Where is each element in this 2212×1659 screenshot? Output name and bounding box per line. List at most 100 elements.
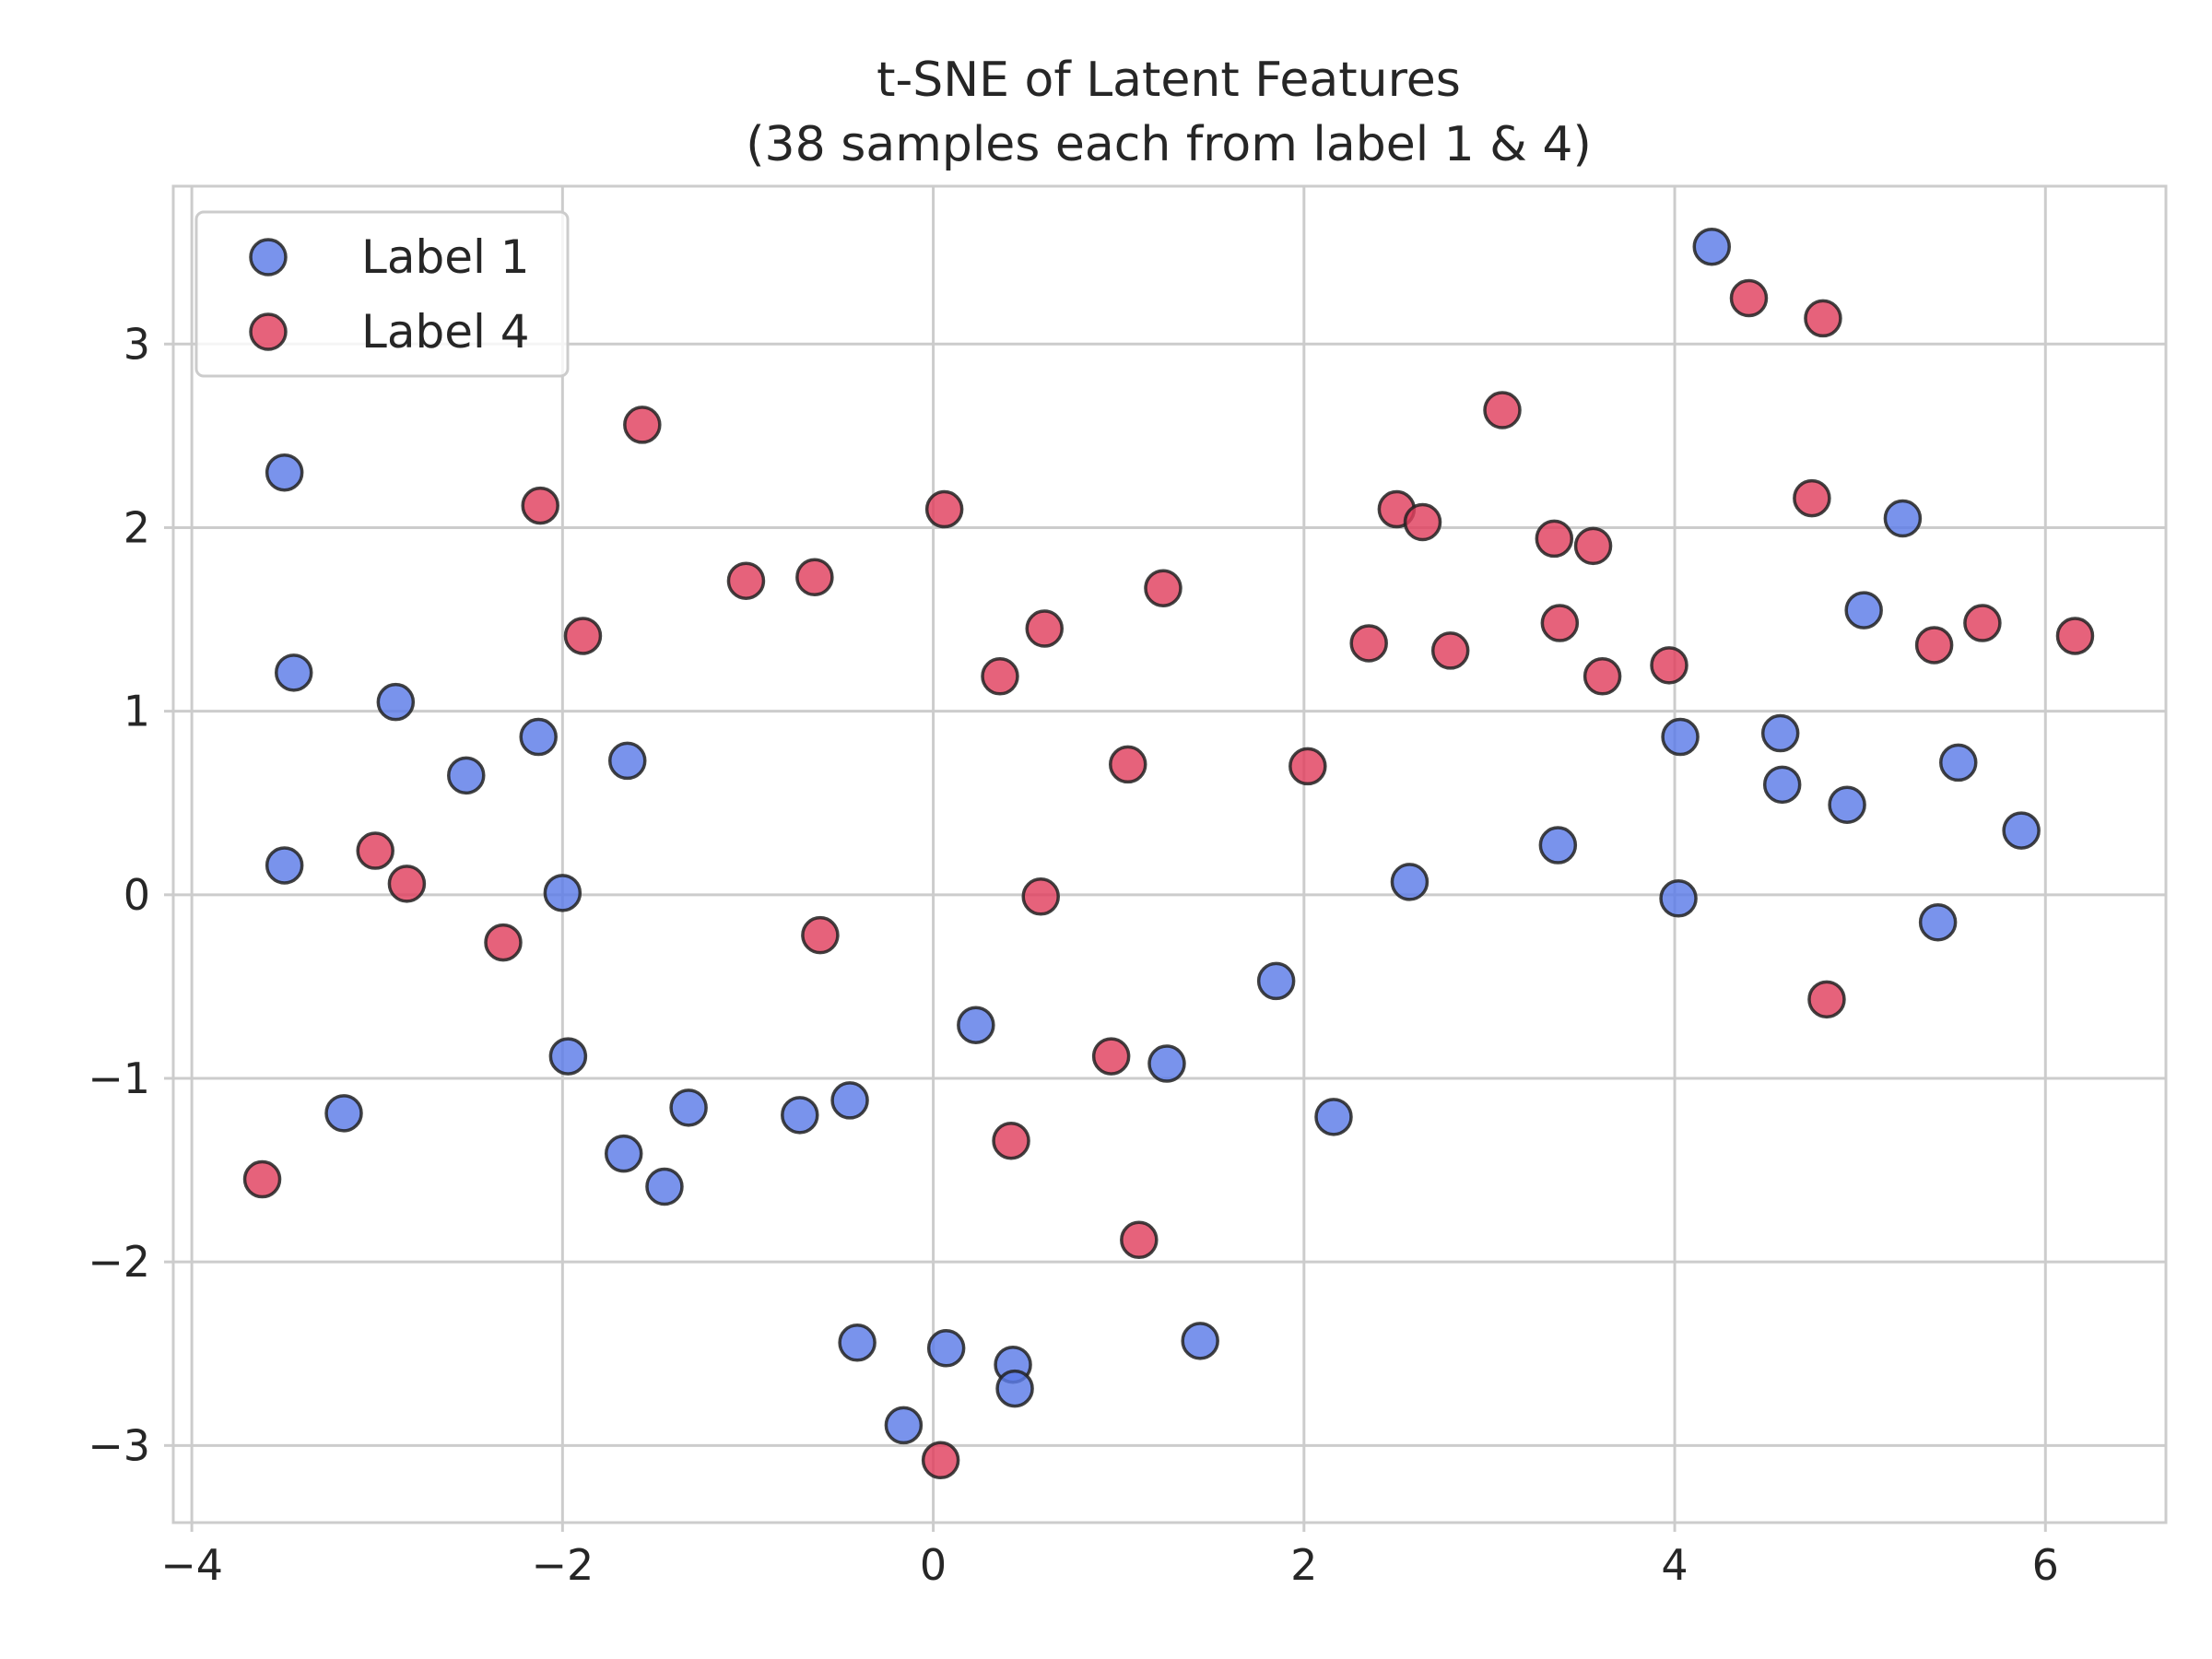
y-tick-label: −1 <box>88 1053 150 1103</box>
point-label-1 <box>604 1134 643 1173</box>
point-label-4 <box>921 1441 960 1480</box>
point-label-1 <box>1692 227 1732 266</box>
point-label-1 <box>1661 717 1700 757</box>
point-label-1 <box>607 741 647 781</box>
point-label-1 <box>781 1096 819 1135</box>
x-tick-label: 6 <box>2032 1540 2059 1590</box>
legend-label-1: Label 1 <box>361 230 530 284</box>
point-label-4 <box>1108 745 1147 784</box>
point-label-4 <box>981 657 1019 696</box>
point-label-1 <box>1938 743 1978 782</box>
point-label-1 <box>1918 902 1958 942</box>
point-label-1 <box>265 846 304 885</box>
point-label-1 <box>1762 765 1802 805</box>
point-label-1 <box>1883 499 1923 538</box>
point-label-1 <box>519 717 558 757</box>
point-label-4 <box>387 865 427 903</box>
point-label-1 <box>1256 961 1296 1001</box>
point-label-4 <box>801 915 840 955</box>
point-label-1 <box>884 1406 924 1445</box>
point-label-1 <box>274 653 313 692</box>
point-label-4 <box>1288 747 1327 786</box>
point-label-1 <box>1147 1044 1186 1083</box>
point-label-1 <box>376 682 416 722</box>
y-tick-label: 0 <box>124 870 150 920</box>
point-label-4 <box>1807 980 1846 1019</box>
y-tick-label: 1 <box>124 687 150 736</box>
point-label-1 <box>1314 1098 1353 1136</box>
point-label-4 <box>1729 278 1769 318</box>
point-label-4 <box>484 923 523 962</box>
x-tick-label: 2 <box>1290 1540 1317 1590</box>
point-label-4 <box>1144 569 1182 607</box>
point-label-4 <box>1021 877 1060 916</box>
data-points <box>242 227 2095 1480</box>
point-label-1 <box>926 1329 966 1368</box>
point-label-1 <box>1828 785 1866 824</box>
point-label-1 <box>1538 826 1578 865</box>
legend-box <box>194 210 570 378</box>
point-label-1 <box>830 1081 869 1120</box>
point-label-4 <box>795 558 834 596</box>
plot-frame <box>171 184 2168 1524</box>
point-label-4 <box>521 486 559 525</box>
point-label-4 <box>1583 657 1622 696</box>
point-label-1 <box>1181 1322 1219 1360</box>
point-label-4 <box>1914 626 1954 665</box>
point-label-1 <box>1760 713 1800 753</box>
point-label-4 <box>1025 609 1064 648</box>
point-label-4 <box>924 489 964 529</box>
x-tick-label: −2 <box>531 1540 594 1590</box>
point-label-4 <box>1793 478 1831 518</box>
point-label-4 <box>2055 617 2095 655</box>
y-tick-label: 3 <box>124 319 150 369</box>
point-label-4 <box>1573 526 1613 566</box>
point-label-1 <box>447 756 486 795</box>
chart-subtitle: (38 samples each from label 1 & 4) <box>746 117 1592 172</box>
point-label-1 <box>1844 591 1883 629</box>
legend: Label 1 Label 4 <box>194 210 570 378</box>
point-label-1 <box>1390 863 1430 901</box>
legend-marker-label-4 <box>249 312 288 351</box>
point-label-4 <box>1430 631 1470 670</box>
point-label-4 <box>726 561 766 600</box>
point-label-4 <box>356 831 394 870</box>
y-tick-label: 2 <box>124 502 150 552</box>
point-label-1 <box>1659 879 1698 918</box>
point-label-1 <box>957 1006 995 1044</box>
axis-ticks: −4 −2 0 2 4 6 −3 −2 −1 0 1 2 3 <box>88 319 2059 1590</box>
point-label-1 <box>838 1324 877 1362</box>
point-label-4 <box>992 1121 1030 1160</box>
point-label-4 <box>1804 299 1842 338</box>
legend-marker-label-1 <box>249 238 288 276</box>
y-tick-label: −2 <box>88 1237 150 1287</box>
x-tick-label: −4 <box>160 1540 223 1590</box>
chart-title: t-SNE of Latent Features <box>877 53 1461 108</box>
x-tick-label: 0 <box>920 1540 947 1590</box>
point-label-4 <box>1540 604 1580 642</box>
x-tick-label: 4 <box>1661 1540 1688 1590</box>
point-label-4 <box>1120 1220 1159 1260</box>
legend-label-4: Label 4 <box>361 305 530 359</box>
point-label-4 <box>1403 502 1442 542</box>
point-label-4 <box>1650 646 1688 685</box>
point-label-1 <box>645 1167 684 1206</box>
point-label-4 <box>1483 391 1522 429</box>
point-label-4 <box>242 1159 282 1199</box>
point-label-4 <box>623 406 662 444</box>
point-label-4 <box>1963 604 2002 642</box>
point-label-4 <box>563 617 603 655</box>
point-label-1 <box>548 1037 588 1076</box>
point-label-1 <box>995 1369 1034 1408</box>
point-label-1 <box>669 1088 708 1127</box>
point-label-1 <box>543 874 582 912</box>
point-label-4 <box>1535 519 1574 559</box>
y-tick-label: −3 <box>88 1420 150 1470</box>
point-label-1 <box>2002 811 2041 850</box>
point-label-4 <box>1349 624 1388 663</box>
point-label-1 <box>265 453 304 492</box>
grid <box>173 186 2166 1523</box>
point-label-4 <box>1091 1037 1131 1076</box>
point-label-1 <box>324 1094 363 1133</box>
